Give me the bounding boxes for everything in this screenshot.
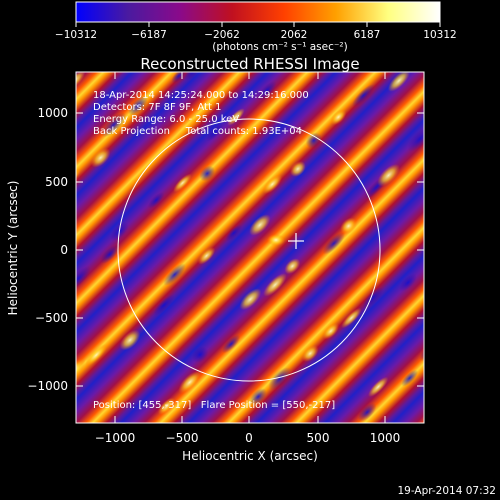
bright-knot (322, 322, 340, 340)
colorbar-tick-label: −10312 (55, 29, 97, 41)
bright-knot (284, 258, 301, 275)
colorbar-ticks: −10312 −6187 −2062 2062 6187 10312 (55, 22, 457, 41)
bright-knot (239, 288, 262, 311)
footer-timestamp: 19-Apr-2014 07:32 (397, 485, 496, 497)
annotation-time-range: 18-Apr-2014 14:25:24.000 to 14:29:16.000 (93, 90, 309, 101)
bright-knot (377, 163, 400, 187)
bright-knot (263, 273, 287, 297)
y-axis-label: Heliocentric Y (arcsec) (6, 181, 20, 316)
bright-knot (227, 108, 245, 126)
colorbar-tick-label: 2062 (281, 29, 308, 41)
dark-hole (206, 123, 224, 142)
dark-hole (352, 84, 375, 107)
annotation-detectors: Detectors: 7F 8F 9F, Att 1 (93, 102, 221, 113)
bright-knot (178, 371, 201, 394)
dark-hole (76, 266, 91, 291)
dark-hole (153, 294, 175, 316)
dark-hole (322, 232, 346, 255)
back-projection-stripes (76, 72, 424, 423)
dark-hole (357, 402, 377, 422)
dark-hole (305, 132, 322, 149)
bright-knot (341, 307, 362, 329)
bright-knot (85, 343, 108, 367)
y-tick-label: 1000 (37, 106, 68, 120)
dark-hole (100, 245, 119, 264)
bright-knot (90, 147, 111, 168)
bright-knot (340, 217, 358, 235)
solar-limb-circle (117, 118, 381, 382)
annotation-energy-range: Energy Range: 6.0 - 25.0 keV (93, 114, 239, 125)
bright-knot (76, 358, 86, 383)
stripe-modulation (73, 51, 448, 422)
x-tick-label: 500 (307, 431, 330, 445)
annotation-block: 18-Apr-2014 14:25:24.000 to 14:29:16.000… (93, 90, 309, 137)
dark-hole (362, 287, 384, 309)
dark-hole (101, 112, 127, 138)
dark-hole (163, 263, 186, 286)
dark-hole (221, 334, 241, 354)
annotation-positions: Position: [455,-317] Flare Position = [5… (93, 400, 335, 411)
colorbar: −10312 −6187 −2062 2062 6187 10312 (photons c… (55, 1, 457, 53)
dark-hole (257, 80, 277, 101)
bright-knot (157, 397, 176, 415)
colorbar-unit-label: (photons cm⁻² s⁻¹ asec⁻²) (212, 41, 347, 53)
bright-knot (387, 72, 411, 92)
bright-knot (119, 329, 141, 351)
dark-hole (147, 192, 165, 209)
x-axis-label: Heliocentric X (arcsec) (182, 449, 318, 463)
colorbar-tick-label: 10312 (423, 29, 456, 41)
bright-knot (76, 72, 86, 91)
colorbar-tick-label: 6187 (354, 29, 381, 41)
colorbar-tick-label: −6187 (131, 29, 167, 41)
annotation-method-counts: Back Projection Total counts: 1.93E+04 (93, 126, 302, 137)
bright-knot (290, 161, 306, 177)
x-tick-label: 1000 (370, 431, 401, 445)
bright-knot (262, 174, 283, 194)
y-tick-label: 500 (45, 175, 68, 189)
dark-hole (399, 273, 417, 292)
y-tick-label: 0 (60, 243, 68, 257)
bright-knot (173, 173, 192, 193)
dark-hole (407, 126, 424, 152)
dark-hole (268, 367, 292, 391)
plot-frame (75, 71, 425, 424)
colorbar-gradient (75, 1, 441, 23)
y-tick-label: −500 (35, 311, 68, 325)
flare-position-marker (288, 233, 304, 249)
bright-knot (368, 376, 389, 398)
y-tick-label: −1000 (27, 379, 68, 393)
y-axis-ticks: 1000 500 0 −500 −1000 (27, 106, 424, 393)
dark-hole (183, 72, 203, 81)
plot-title: Reconstructed RHESSI Image (140, 55, 359, 73)
x-tick-label: −1000 (95, 431, 136, 445)
bright-knot (330, 109, 347, 125)
x-axis-ticks: −1000 −500 0 500 1000 (95, 72, 401, 445)
colorbar-tick-label: −2062 (204, 29, 240, 41)
x-tick-label: −500 (166, 431, 199, 445)
dark-hole (249, 388, 267, 406)
central-source (267, 234, 285, 246)
dark-hole (128, 95, 148, 116)
dark-hole (191, 346, 209, 363)
image-area (73, 51, 448, 423)
dark-hole (199, 165, 216, 182)
bright-knot (426, 121, 448, 143)
bright-knot (301, 345, 319, 362)
dark-hole (225, 224, 243, 242)
x-tick-label: 0 (245, 431, 253, 445)
bright-knot (197, 247, 216, 265)
dark-hole (401, 369, 418, 387)
bright-knot (249, 214, 271, 236)
bright-knot (73, 51, 94, 72)
